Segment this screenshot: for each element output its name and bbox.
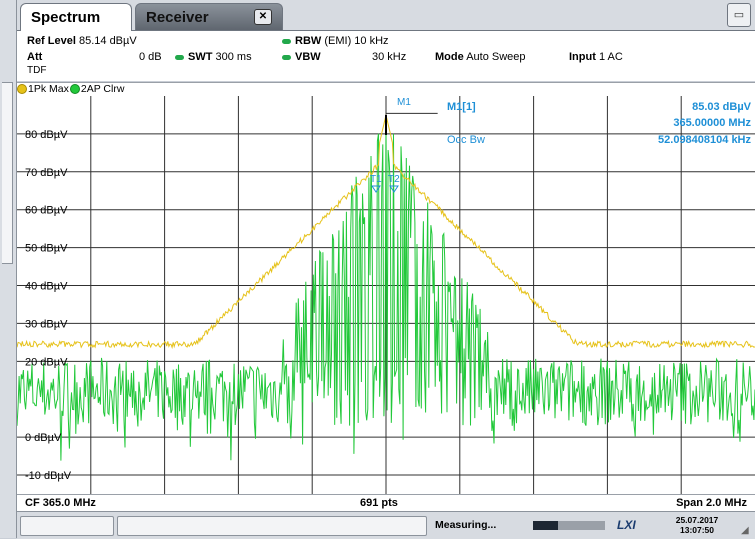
- lxi-logo: LXI: [617, 518, 636, 532]
- ref-level[interactable]: Ref Level 85.14 dBµV: [27, 35, 137, 47]
- vbw[interactable]: VBW: [282, 51, 321, 63]
- span[interactable]: Span 2.0 MHz: [676, 497, 747, 509]
- input-label: Input: [569, 51, 596, 63]
- status-field-2[interactable]: [117, 516, 427, 536]
- mode-label: Mode: [435, 51, 464, 63]
- tab-receiver-label: Receiver: [146, 9, 209, 26]
- y-tick-label: 20 dBµV: [25, 356, 68, 368]
- occupied-bandwidth-value: 52.098408104 kHz: [658, 134, 751, 146]
- rbw[interactable]: RBW (EMI) 10 kHz: [282, 35, 389, 47]
- swt-coupled-indicator: [175, 54, 184, 60]
- y-tick-label: 40 dBµV: [25, 281, 68, 293]
- spectrum-plot[interactable]: 80 dBµV 70 dBµV 60 dBµV 50 dBµV 40 dBµV 30 dB…: [16, 96, 755, 494]
- trace-legend: 1Pk Max 2AP Clrw: [17, 82, 755, 96]
- y-tick-label: 0 dBµV: [25, 432, 62, 444]
- y-tick-label: 50 dBµV: [25, 243, 68, 255]
- swt-label: SWT: [188, 51, 213, 63]
- swt-value: 300 ms: [215, 51, 252, 63]
- marker-t2-label: T2: [388, 174, 400, 185]
- vbw-label: VBW: [295, 51, 321, 63]
- trace1-label[interactable]: 1Pk Max: [28, 83, 69, 95]
- sweep-progress-bar: [533, 521, 605, 530]
- tab-spectrum-label: Spectrum: [31, 9, 101, 26]
- left-panel-edge: [0, 0, 17, 538]
- sweep-points[interactable]: 691 pts: [360, 497, 398, 509]
- rbw-coupled-indicator: [282, 38, 291, 44]
- close-icon[interactable]: ✕: [254, 9, 272, 25]
- ref-level-label: Ref Level: [27, 35, 76, 47]
- marker-t1-label: T1: [370, 174, 382, 185]
- att[interactable]: Att: [27, 51, 42, 63]
- spectrum-plot-svg[interactable]: 80 dBµV 70 dBµV 60 dBµV 50 dBµV 40 dBµV 30 dB…: [16, 96, 755, 494]
- marker-readout-m1-frequency: 365.00000 MHz: [673, 117, 751, 129]
- rbw-label: RBW: [295, 35, 322, 47]
- rbw-value: (EMI) 10 kHz: [324, 35, 389, 47]
- marker-t2-triangle: [389, 185, 399, 193]
- tab-bar: Spectrum Receiver ✕ ▭: [17, 0, 755, 31]
- resize-grip-icon[interactable]: ◢: [741, 525, 749, 536]
- y-tick-label: -10 dBµV: [25, 470, 72, 482]
- display-config-icon[interactable]: ▭: [727, 3, 751, 27]
- mode[interactable]: Mode Auto Sweep: [435, 51, 526, 63]
- measuring-status: Measuring...: [435, 519, 497, 531]
- occupied-bandwidth-label: Occ Bw: [447, 134, 485, 146]
- y-tick-label: 80 dBµV: [25, 129, 68, 141]
- tab-receiver[interactable]: Receiver ✕: [135, 3, 283, 30]
- marker-t1-triangle: [371, 185, 381, 193]
- date-time: 25.07.2017 13:07:50: [672, 515, 722, 535]
- plot-footer: CF 365.0 MHz 691 pts Span 2.0 MHz: [17, 494, 755, 511]
- y-tick-label: 70 dBµV: [25, 167, 68, 179]
- tab-spectrum[interactable]: Spectrum: [20, 3, 132, 31]
- trace1-indicator: [17, 84, 27, 95]
- input[interactable]: Input 1 AC: [569, 51, 623, 63]
- left-panel-tab[interactable]: [2, 82, 13, 264]
- marker-readout-m1-label: M1[1]: [447, 101, 476, 113]
- vbw-value[interactable]: 30 kHz: [372, 51, 407, 63]
- att-label: Att: [27, 51, 43, 63]
- date: 25.07.2017: [675, 515, 719, 525]
- status-bar: Measuring... LXI 25.07.2017 13:07:50 ◢: [17, 511, 755, 539]
- swt[interactable]: SWT 300 ms: [175, 51, 252, 63]
- marker-m1-label: M1: [397, 97, 411, 108]
- y-tick-label: 30 dBµV: [25, 318, 68, 330]
- att-value[interactable]: 0 dB: [139, 51, 162, 63]
- time: 13:07:50: [679, 525, 715, 535]
- marker-readout-m1-level: 85.03 dBµV: [692, 101, 752, 113]
- sweep-progress-fill: [533, 521, 559, 530]
- measurement-settings-panel: Ref Level 85.14 dBµV Att 0 dB TDF SWT 30…: [17, 31, 755, 81]
- trace2-indicator: [69, 84, 80, 95]
- center-frequency[interactable]: CF 365.0 MHz: [25, 497, 96, 509]
- trace2-label[interactable]: 2AP Clrw: [80, 83, 125, 95]
- y-tick-label: 60 dBµV: [25, 205, 68, 217]
- ref-level-value: 85.14 dBµV: [78, 35, 137, 47]
- mode-value: Auto Sweep: [466, 51, 526, 63]
- tdf-label: TDF: [27, 65, 47, 76]
- input-value: 1 AC: [598, 51, 623, 63]
- status-field-1[interactable]: [20, 516, 114, 536]
- vbw-coupled-indicator: [282, 54, 291, 60]
